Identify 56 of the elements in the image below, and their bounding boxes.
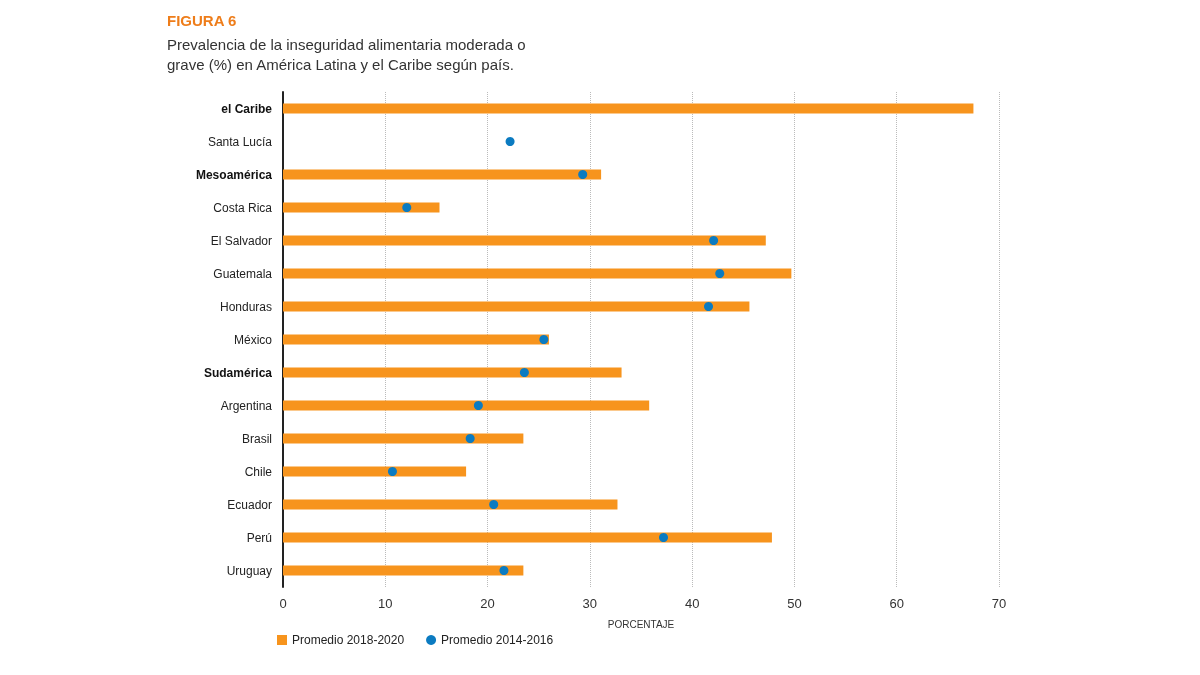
- bar: [283, 466, 467, 477]
- bar: [283, 499, 618, 510]
- y-tick-label: Chile: [244, 464, 273, 479]
- bar: [283, 334, 549, 345]
- legend-label: Promedio 2018-2020: [292, 633, 405, 647]
- y-tick-label: Guatemala: [213, 266, 273, 281]
- y-tick-label: Costa Rica: [213, 200, 273, 215]
- bar: [283, 433, 524, 444]
- point: [709, 236, 719, 245]
- bar: [283, 565, 524, 576]
- y-tick-label: Brasil: [241, 431, 272, 446]
- point: [473, 401, 483, 410]
- point: [505, 137, 515, 146]
- x-tick-label: 10: [378, 596, 393, 611]
- point: [539, 335, 549, 344]
- y-tick-label: el Caribe: [221, 101, 273, 116]
- bar: [283, 400, 650, 411]
- x-tick-label: 40: [684, 596, 700, 611]
- point: [519, 368, 529, 377]
- chart-subtitle: Prevalencia de la inseguridad alimentaria moderada o grave (%) en América Latina y el Caribe según país.: [167, 35, 530, 73]
- point: [659, 533, 668, 542]
- y-tick-label: Ecuador: [227, 497, 272, 512]
- x-tick-label: 50: [787, 596, 802, 611]
- point: [704, 302, 714, 311]
- x-tick-label: 0: [279, 596, 287, 611]
- point: [465, 434, 475, 443]
- y-tick-label: México: [233, 332, 273, 347]
- y-tick-label: Uruguay: [226, 563, 272, 578]
- y-tick-label: El Salvador: [210, 233, 272, 248]
- point: [499, 566, 509, 575]
- point: [387, 467, 397, 476]
- bar: [283, 532, 772, 543]
- x-tick-label: 30: [582, 596, 598, 611]
- bar: [283, 301, 750, 312]
- bar: [283, 268, 792, 279]
- y-tick-label: Honduras: [219, 299, 272, 314]
- x-tick-label: 70: [991, 596, 1007, 611]
- y-tick-label: Argentina: [220, 398, 273, 413]
- legend-label: Promedio 2014-2016: [441, 633, 554, 647]
- point: [489, 500, 499, 509]
- point: [578, 170, 588, 179]
- y-tick-label: Santa Lucía: [207, 134, 273, 149]
- y-tick-label: Mesoamérica: [195, 167, 273, 182]
- y-tick-label: Perú: [246, 530, 272, 545]
- x-tick-label: 20: [480, 596, 495, 611]
- x-axis-title: PORCENTAJE: [607, 618, 675, 630]
- y-tick-label: Sudamérica: [203, 365, 273, 380]
- point: [402, 203, 412, 212]
- bar: [283, 367, 622, 378]
- bar: [283, 169, 602, 180]
- bar: [283, 103, 974, 114]
- point: [715, 269, 725, 278]
- x-tick-label: 60: [889, 596, 904, 611]
- bar: [283, 202, 440, 213]
- chart-title: FIGURA 6: [167, 12, 237, 29]
- bar: [283, 235, 766, 246]
